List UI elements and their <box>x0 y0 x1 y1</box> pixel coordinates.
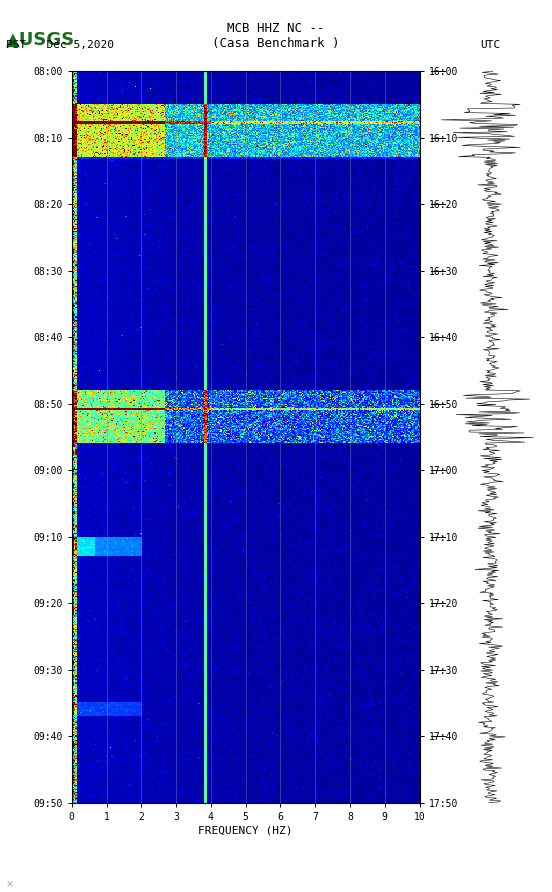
Text: MCB HHZ NC --: MCB HHZ NC -- <box>227 22 325 36</box>
Text: UTC: UTC <box>480 40 501 50</box>
Text: PST   Dec 5,2020: PST Dec 5,2020 <box>6 40 114 50</box>
Text: ▲USGS: ▲USGS <box>6 31 75 49</box>
Text: (Casa Benchmark ): (Casa Benchmark ) <box>213 37 339 51</box>
X-axis label: FREQUENCY (HZ): FREQUENCY (HZ) <box>198 826 293 836</box>
Text: ×: × <box>6 880 14 889</box>
